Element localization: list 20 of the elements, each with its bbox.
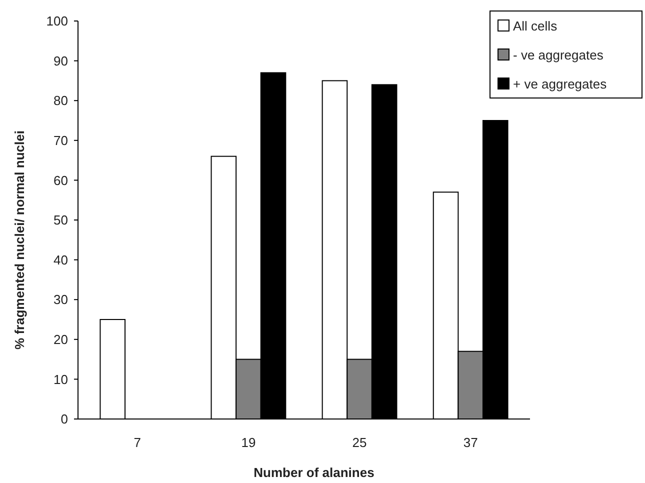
y-axis-title: % fragmented nuclei/ normal nuclei <box>12 130 27 350</box>
y-tick-label: 80 <box>54 93 68 108</box>
y-tick-label: 70 <box>54 132 68 148</box>
y-tick-label: 60 <box>54 172 68 188</box>
x-tick-label: 25 <box>352 435 367 450</box>
y-tick-label: 10 <box>54 372 68 387</box>
x-tick-label: 37 <box>463 435 478 450</box>
y-tick-label: 40 <box>54 252 68 268</box>
x-tick-label: 7 <box>134 435 142 450</box>
x-axis-title: Number of alanines <box>254 465 374 480</box>
legend-label: All cells <box>513 18 558 34</box>
legend-label: + ve aggregates <box>513 76 608 92</box>
y-tick-label: 50 <box>54 212 68 228</box>
y-tick-label: 90 <box>54 53 68 68</box>
x-tick-label: 19 <box>241 435 256 450</box>
y-tick-label: 100 <box>46 14 68 29</box>
y-tick-label: 30 <box>54 292 68 308</box>
y-tick-label: 20 <box>54 332 68 347</box>
y-tick-label: 0 <box>60 412 68 427</box>
legend-label: - ve aggregates <box>513 48 604 63</box>
